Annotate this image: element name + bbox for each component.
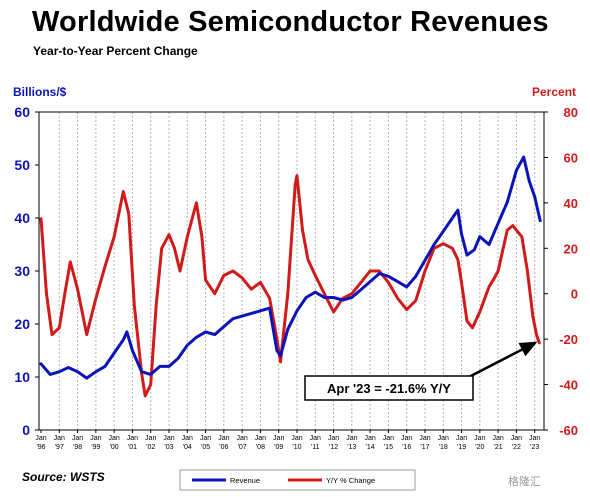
- x-tick-label-top-2006: Jan: [218, 435, 229, 442]
- left-tick-label-30: 30: [14, 263, 30, 279]
- right-axis: -60 -40 -20 0 20 40 60 80: [544, 105, 578, 438]
- x-tick-label-top-2018: Jan: [438, 435, 449, 442]
- x-tick-label-bottom-2017: '17: [420, 444, 429, 451]
- x-tick-label-bottom-2023: '23: [530, 444, 539, 451]
- x-tick-label-bottom-2018: '18: [439, 444, 448, 451]
- left-tick-label-50: 50: [14, 157, 30, 173]
- x-tick-label-bottom-2019: '19: [457, 444, 466, 451]
- x-tick-label-bottom-2005: '05: [201, 444, 210, 451]
- chart-title: Worldwide Semiconductor Revenues: [32, 6, 549, 38]
- right-tick-label-20: 20: [564, 241, 578, 256]
- x-tick-label-bottom-2007: '07: [238, 444, 247, 451]
- x-tick-label-bottom-1999: '99: [91, 444, 100, 451]
- x-tick-label-top-2014: Jan: [364, 435, 375, 442]
- x-tick-label-bottom-2000: '00: [110, 444, 119, 451]
- legend: Revenue Y/Y % Change: [179, 469, 416, 491]
- x-tick-label-top-2009: Jan: [273, 435, 284, 442]
- x-tick-label-top-2015: Jan: [383, 435, 394, 442]
- source-note: Source: WSTS: [22, 470, 105, 484]
- x-tick-label-bottom-2009: '09: [274, 444, 283, 451]
- x-tick-label-top-2003: Jan: [163, 435, 174, 442]
- x-tick-label-top-2004: Jan: [182, 435, 193, 442]
- x-tick-label-top-1997: Jan: [54, 435, 65, 442]
- chart-subtitle: Year-to-Year Percent Change: [33, 44, 198, 58]
- x-tick-label-top-2002: Jan: [145, 435, 156, 442]
- annotation-box: [304, 375, 474, 401]
- x-tick-label-bottom-1997: '97: [55, 444, 64, 451]
- x-tick-label-top-2021: Jan: [492, 435, 503, 442]
- right-tick-label-0: 0: [571, 287, 578, 302]
- x-tick-label-top-2020: Jan: [474, 435, 485, 442]
- x-tick-label-top-2001: Jan: [127, 435, 138, 442]
- left-tick-label-60: 60: [14, 104, 30, 120]
- x-tick-label-bottom-2002: '02: [146, 444, 155, 451]
- x-tick-label-bottom-2004: '04: [183, 444, 192, 451]
- left-tick-label-10: 10: [14, 369, 30, 385]
- x-tick-label-bottom-2006: '06: [219, 444, 228, 451]
- x-tick-label-top-2010: Jan: [291, 435, 302, 442]
- x-tick-label-top-2005: Jan: [200, 435, 211, 442]
- annotation-label: Apr '23 = -21.6% Y/Y: [327, 381, 451, 396]
- x-tick-label-bottom-2022: '22: [512, 444, 521, 451]
- watermark: 格隆汇: [508, 475, 541, 488]
- x-tick-label-bottom-2012: '12: [329, 444, 338, 451]
- x-tick-label-top-2008: Jan: [255, 435, 266, 442]
- series-layer: [39, 155, 542, 398]
- right-tick-label-80: 80: [564, 105, 578, 120]
- left-axis: 0 10 20 30 40 50 60: [14, 104, 39, 438]
- annotation-arrow: [464, 341, 538, 381]
- x-tick-label-top-2011: Jan: [310, 435, 321, 442]
- x-tick-label-top-2000: Jan: [108, 435, 119, 442]
- right-axis-unit: Percent: [532, 85, 577, 99]
- x-tick-label-bottom-2015: '15: [384, 444, 393, 451]
- x-tick-label-top-2007: Jan: [236, 435, 247, 442]
- series-line-y-y-change: [39, 174, 541, 398]
- x-tick-label-bottom-2016: '16: [402, 444, 411, 451]
- left-axis-unit: Billions/$: [13, 85, 67, 99]
- x-tick-label-bottom-2021: '21: [494, 444, 503, 451]
- x-tick-label-bottom-2010: '10: [292, 444, 301, 451]
- left-tick-label-0: 0: [22, 422, 30, 438]
- x-tick-label-top-1999: Jan: [90, 435, 101, 442]
- right-tick-label--60: -60: [559, 423, 578, 438]
- x-tick-label-top-2013: Jan: [346, 435, 357, 442]
- x-tick-label-top-2016: Jan: [401, 435, 412, 442]
- legend-label-1: Y/Y % Change: [326, 476, 375, 485]
- x-tick-label-bottom-2013: '13: [347, 444, 356, 451]
- x-tick-label-top-2012: Jan: [328, 435, 339, 442]
- right-tick-label-40: 40: [564, 196, 578, 211]
- legend-label-0: Revenue: [230, 476, 260, 485]
- x-tick-label-top-2022: Jan: [511, 435, 522, 442]
- x-tick-label-top-2017: Jan: [419, 435, 430, 442]
- annotation-layer: Apr '23 = -21.6% Y/Y: [304, 341, 538, 401]
- x-axis: Jan '96 Jan '97 Jan '98 Jan '99 Jan '00 Jan '01 Jan '…: [35, 430, 540, 451]
- right-tick-label--40: -40: [559, 378, 578, 393]
- x-tick-label-bottom-1996: '96: [36, 444, 45, 451]
- right-tick-label-60: 60: [564, 150, 578, 165]
- x-tick-label-bottom-2001: '01: [128, 444, 137, 451]
- x-tick-label-bottom-2003: '03: [164, 444, 173, 451]
- x-tick-label-bottom-2011: '11: [311, 444, 320, 451]
- x-tick-label-bottom-2014: '14: [366, 444, 375, 451]
- x-tick-label-top-2019: Jan: [456, 435, 467, 442]
- x-tick-label-top-1998: Jan: [72, 435, 83, 442]
- x-tick-label-top-1996: Jan: [35, 435, 46, 442]
- x-tick-label-bottom-1998: '98: [73, 444, 82, 451]
- left-tick-label-40: 40: [14, 210, 30, 226]
- x-tick-label-top-2023: Jan: [529, 435, 540, 442]
- series-line-revenue: [39, 155, 542, 380]
- left-tick-label-20: 20: [14, 316, 30, 332]
- x-tick-label-bottom-2020: '20: [475, 444, 484, 451]
- x-tick-label-bottom-2008: '08: [256, 444, 265, 451]
- right-tick-label--20: -20: [559, 332, 578, 347]
